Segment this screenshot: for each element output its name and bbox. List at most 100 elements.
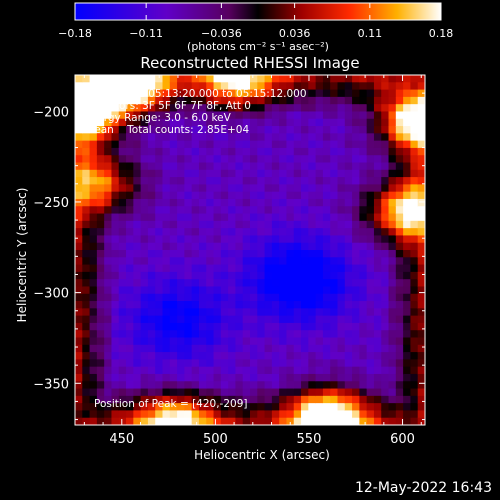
heatmap-pixel bbox=[359, 403, 368, 412]
heatmap-pixel bbox=[330, 337, 339, 346]
heatmap-pixel bbox=[177, 184, 185, 193]
heatmap-pixel bbox=[140, 140, 149, 149]
heatmap-pixel bbox=[395, 322, 404, 331]
heatmap-pixel bbox=[308, 293, 317, 302]
heatmap-pixel bbox=[89, 155, 98, 164]
heatmap-pixel bbox=[395, 410, 404, 419]
heatmap-pixel bbox=[417, 213, 425, 222]
heatmap-pixel bbox=[271, 96, 280, 105]
heatmap-pixel bbox=[366, 89, 375, 98]
heatmap-pixel bbox=[104, 213, 113, 222]
heatmap-pixel bbox=[403, 403, 412, 412]
heatmap-pixel bbox=[395, 191, 404, 200]
heatmap-pixel bbox=[264, 75, 273, 83]
heatmap-pixel bbox=[359, 206, 368, 215]
heatmap-pixel bbox=[417, 155, 425, 164]
heatmap-pixel bbox=[308, 220, 317, 229]
heatmap-pixel bbox=[322, 286, 331, 295]
heatmap-pixel bbox=[118, 381, 127, 390]
heatmap-pixel bbox=[96, 133, 105, 142]
heatmap-pixel bbox=[301, 315, 309, 324]
heatmap-pixel bbox=[337, 417, 346, 425]
heatmap-pixel bbox=[410, 410, 419, 419]
heatmap-pixel bbox=[228, 337, 237, 346]
heatmap-pixel bbox=[96, 279, 105, 288]
heatmap-pixel bbox=[337, 104, 346, 113]
heatmap-pixel bbox=[242, 257, 251, 266]
heatmap-pixel bbox=[279, 220, 288, 229]
heatmap-pixel bbox=[315, 410, 324, 419]
heatmap-pixel bbox=[279, 395, 288, 404]
heatmap-pixel bbox=[366, 403, 375, 412]
heatmap-pixel bbox=[140, 250, 149, 258]
heatmap-pixel bbox=[271, 162, 280, 171]
heatmap-pixel bbox=[228, 118, 237, 127]
heatmap-pixel bbox=[220, 118, 229, 127]
heatmap-pixel bbox=[169, 169, 178, 178]
heatmap-pixel bbox=[395, 315, 404, 324]
heatmap-pixel bbox=[344, 228, 353, 237]
heatmap-pixel bbox=[359, 330, 368, 339]
heatmap-pixel bbox=[257, 184, 266, 193]
heatmap-pixel bbox=[352, 133, 360, 142]
heatmap-pixel bbox=[147, 279, 156, 288]
heatmap-pixel bbox=[286, 213, 295, 222]
heatmap-pixel bbox=[315, 257, 324, 266]
heatmap-pixel bbox=[82, 381, 91, 390]
heatmap-pixel bbox=[169, 352, 178, 360]
heatmap-pixel bbox=[162, 330, 171, 339]
heatmap-pixel bbox=[322, 162, 331, 171]
heatmap-pixel bbox=[403, 177, 412, 185]
heatmap-pixel bbox=[89, 344, 98, 353]
heatmap-pixel bbox=[301, 169, 309, 178]
heatmap-pixel bbox=[388, 403, 397, 412]
heatmap-pixel bbox=[89, 250, 98, 258]
heatmap-pixel bbox=[388, 198, 397, 207]
heatmap-pixel bbox=[111, 257, 120, 266]
heatmap-pixel bbox=[104, 264, 113, 273]
heatmap-pixel bbox=[381, 104, 390, 113]
heatmap-pixel bbox=[417, 220, 425, 229]
heatmap-pixel bbox=[264, 104, 273, 113]
heatmap-pixel bbox=[359, 82, 368, 91]
heatmap-pixel bbox=[279, 410, 288, 419]
heatmap-pixel bbox=[417, 75, 425, 83]
heatmap-pixel bbox=[242, 162, 251, 171]
heatmap-pixel bbox=[111, 417, 120, 425]
heatmap-pixel bbox=[228, 271, 237, 280]
heatmap-pixel bbox=[395, 286, 404, 295]
heatmap-pixel bbox=[242, 388, 251, 397]
heatmap-pixel bbox=[388, 191, 397, 200]
heatmap-pixel bbox=[104, 104, 113, 113]
heatmap-pixel bbox=[242, 220, 251, 229]
heatmap-pixel bbox=[104, 162, 113, 171]
heatmap-pixel bbox=[96, 308, 105, 317]
heatmap-pixel bbox=[293, 89, 302, 98]
heatmap-pixel bbox=[140, 96, 149, 105]
heatmap-pixel bbox=[257, 220, 266, 229]
heatmap-pixel bbox=[301, 89, 309, 98]
heatmap-pixel bbox=[359, 293, 368, 302]
heatmap-pixel bbox=[279, 293, 288, 302]
heatmap-pixel bbox=[133, 417, 142, 425]
heatmap-pixel bbox=[366, 315, 375, 324]
heatmap-pixel bbox=[206, 315, 215, 324]
heatmap-pixel bbox=[315, 191, 324, 200]
heatmap-pixel bbox=[279, 301, 288, 309]
heatmap-pixel bbox=[162, 75, 171, 83]
heatmap-pixel bbox=[242, 104, 251, 113]
heatmap-pixel bbox=[213, 155, 222, 164]
heatmap-pixel bbox=[111, 279, 120, 288]
heatmap-pixel bbox=[75, 140, 83, 149]
heatmap-pixel bbox=[162, 286, 171, 295]
heatmap-pixel bbox=[322, 373, 331, 382]
heatmap-pixel bbox=[220, 366, 229, 375]
heatmap-pixel bbox=[330, 126, 339, 134]
heatmap-pixel bbox=[301, 381, 309, 390]
heatmap-pixel bbox=[250, 373, 258, 382]
heatmap-pixel bbox=[126, 366, 134, 375]
heatmap-pixel bbox=[104, 133, 113, 142]
heatmap-pixel bbox=[140, 235, 149, 244]
heatmap-pixel bbox=[381, 235, 390, 244]
heatmap-pixel bbox=[191, 118, 200, 127]
